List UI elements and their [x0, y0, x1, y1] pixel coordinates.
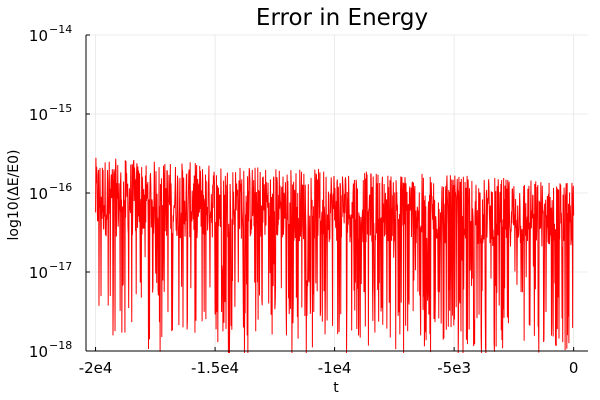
y-tick-exponent: −17	[49, 260, 72, 273]
axes	[85, 34, 588, 352]
y-tick-label: 10 −14	[29, 23, 72, 45]
y-tick-label: 10 −17	[29, 260, 72, 282]
x-tick-label: -5e3	[437, 359, 471, 377]
y-tick-base: 10	[29, 185, 48, 203]
y-tick-label: 10 −16	[29, 181, 72, 203]
x-tick-label: 0	[569, 359, 579, 377]
chart-title: Error in Energy	[256, 5, 428, 31]
x-tick-label: -1.5e4	[191, 359, 239, 377]
y-tick-exponent: −16	[49, 181, 72, 194]
y-tick-exponent: −18	[49, 339, 72, 352]
y-tick-label: 10 −15	[29, 102, 72, 124]
series-layer	[95, 157, 575, 354]
y-tick-exponent: −14	[49, 23, 72, 36]
y-tick-exponent: −15	[49, 102, 72, 115]
x-tick-label: -2e4	[79, 359, 113, 377]
y-tick-label: 10 −18	[29, 339, 72, 361]
y-tick-base: 10	[29, 106, 48, 124]
x-tick-label: -1e4	[318, 359, 352, 377]
x-axis-label: t	[333, 380, 339, 396]
energy-error-series-line	[95, 157, 575, 354]
y-tick-base: 10	[29, 264, 48, 282]
y-tick-base: 10	[29, 27, 48, 45]
y-axis-label: log10(ΔE/E0)	[6, 150, 22, 241]
y-tick-base: 10	[29, 343, 48, 361]
x-tick-labels: -2e4 -1.5e4 -1e4 -5e3 0	[79, 359, 579, 377]
